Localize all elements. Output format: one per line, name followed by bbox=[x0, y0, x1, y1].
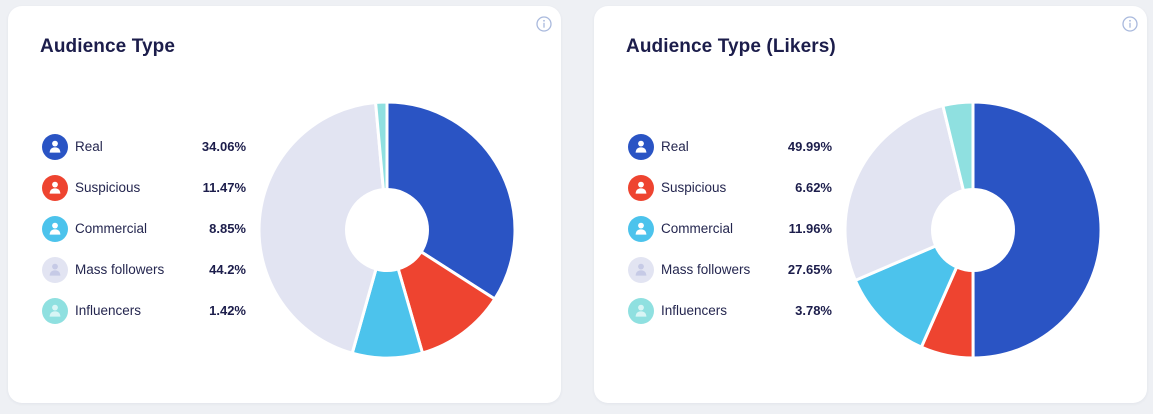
info-icon[interactable] bbox=[1122, 16, 1138, 32]
legend-label: Commercial bbox=[661, 221, 734, 236]
chart-title: Audience Type (Likers) bbox=[626, 36, 836, 57]
legend-label: Real bbox=[75, 139, 103, 154]
chart-title: Audience Type bbox=[40, 36, 176, 57]
legend-value: 34.06% bbox=[201, 139, 246, 154]
legend-value: 3.78% bbox=[795, 303, 832, 318]
user-icon bbox=[42, 298, 68, 324]
chart-legend: Real 49.99% Suspicious 6.62% Commercial … bbox=[626, 132, 832, 337]
legend-value: 11.47% bbox=[202, 180, 246, 195]
legend-label: Suspicious bbox=[661, 180, 727, 195]
legend-value: 11.96% bbox=[788, 221, 832, 236]
legend-label: Real bbox=[661, 139, 689, 154]
legend-item-suspicious: Suspicious 6.62% bbox=[626, 173, 832, 214]
chart-legend: Real 34.06% Suspicious 11.47% Commercial… bbox=[40, 132, 246, 337]
audience-type-card: Audience Type Real 34.06% Suspicious 11.… bbox=[8, 6, 561, 403]
legend-label: Influencers bbox=[661, 303, 728, 318]
legend-label: Mass followers bbox=[661, 262, 751, 277]
legend-label: Commercial bbox=[75, 221, 148, 236]
audience-type-likers-card: Audience Type (Likers) Real 49.99% Suspi… bbox=[594, 6, 1147, 403]
user-icon bbox=[42, 257, 68, 283]
legend-item-influencers: Influencers 3.78% bbox=[626, 296, 832, 337]
pie-slice-mass-followers[interactable] bbox=[257, 101, 389, 355]
user-icon bbox=[628, 175, 654, 201]
legend-label: Mass followers bbox=[75, 262, 165, 277]
legend-item-suspicious: Suspicious 11.47% bbox=[40, 173, 246, 214]
legend-item-mass-followers: Mass followers 44.2% bbox=[40, 255, 246, 296]
donut-hole bbox=[931, 188, 1015, 272]
legend-item-real: Real 49.99% bbox=[626, 132, 832, 173]
user-icon bbox=[628, 257, 654, 283]
user-icon bbox=[42, 134, 68, 160]
user-icon bbox=[628, 216, 654, 242]
donut-hole bbox=[345, 188, 429, 272]
legend-item-influencers: Influencers 1.42% bbox=[40, 296, 246, 337]
legend-item-mass-followers: Mass followers 27.65% bbox=[626, 255, 832, 296]
legend-value: 27.65% bbox=[787, 262, 832, 277]
legend-value: 49.99% bbox=[787, 139, 832, 154]
legend-value: 6.62% bbox=[795, 180, 832, 195]
legend-value: 8.85% bbox=[209, 221, 246, 236]
legend-item-commercial: Commercial 11.96% bbox=[626, 214, 832, 255]
user-icon bbox=[628, 134, 654, 160]
legend-label: Influencers bbox=[75, 303, 142, 318]
legend-value: 44.2% bbox=[209, 262, 246, 277]
donut-chart bbox=[843, 100, 1103, 360]
legend-item-commercial: Commercial 8.85% bbox=[40, 214, 246, 255]
pie-slice-real[interactable] bbox=[971, 100, 1103, 360]
legend-item-real: Real 34.06% bbox=[40, 132, 246, 173]
legend-label: Suspicious bbox=[75, 180, 141, 195]
legend-value: 1.42% bbox=[209, 303, 246, 318]
user-icon bbox=[628, 298, 654, 324]
info-icon[interactable] bbox=[536, 16, 552, 32]
donut-chart bbox=[257, 100, 517, 360]
user-icon bbox=[42, 175, 68, 201]
user-icon bbox=[42, 216, 68, 242]
